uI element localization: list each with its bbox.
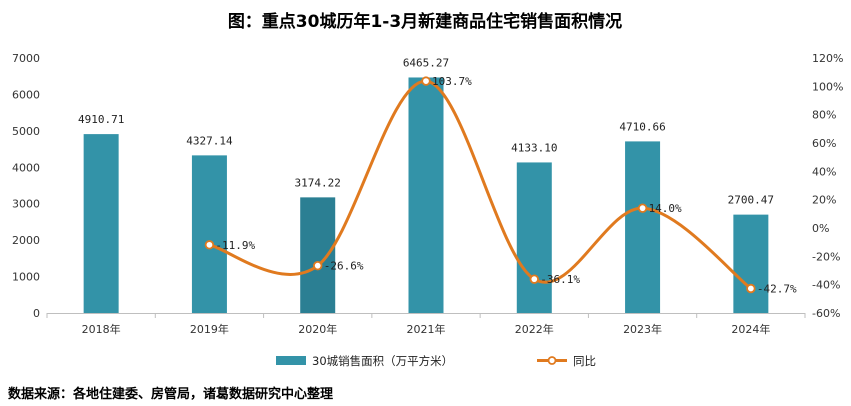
x-tick-label: 2023年 xyxy=(623,322,662,336)
x-tick-label: 2021年 xyxy=(407,322,446,336)
yoy-value-label: 14.0% xyxy=(649,202,682,215)
right-tick-label: 40% xyxy=(812,165,836,178)
left-tick-label: 0 xyxy=(33,307,40,320)
bar xyxy=(83,134,119,313)
bar-series xyxy=(83,77,769,313)
left-tick-label: 6000 xyxy=(12,88,40,101)
yoy-point xyxy=(421,76,431,86)
right-axis-ticks: -60% -40% -20% 0% 20% 40% 60% 80% 100% 120% xyxy=(812,52,843,320)
yoy-value-label: -36.1% xyxy=(540,273,580,286)
yoy-value-label: -42.7% xyxy=(757,282,797,295)
right-tick-label: -40% xyxy=(812,279,840,292)
x-axis-ticks: 2018年 2019年 2020年 2021年 2022年 2023年 2024年 xyxy=(46,313,806,336)
right-tick-label: 100% xyxy=(812,80,843,93)
bar-value-label: 4910.71 xyxy=(78,113,124,126)
yoy-points xyxy=(204,76,756,294)
x-tick-label: 2024年 xyxy=(731,322,770,336)
right-tick-label: 0% xyxy=(812,222,829,235)
legend-bar-label: 30城销售面积（万平方米） xyxy=(312,354,453,368)
yoy-point xyxy=(313,260,323,271)
legend-line-marker xyxy=(547,356,557,365)
x-tick-label: 2018年 xyxy=(82,322,121,336)
yoy-value-label: -11.9% xyxy=(215,239,255,252)
left-tick-label: 2000 xyxy=(12,234,40,247)
legend-bar-swatch xyxy=(276,356,306,365)
bar xyxy=(516,162,552,313)
bar xyxy=(300,197,336,313)
right-tick-label: 20% xyxy=(812,194,836,207)
x-tick-label: 2020年 xyxy=(298,322,337,336)
left-tick-label: 5000 xyxy=(12,125,40,138)
right-tick-label: -60% xyxy=(812,307,840,320)
left-tick-label: 7000 xyxy=(12,52,40,65)
left-tick-label: 4000 xyxy=(12,161,40,174)
x-tick-label: 2022年 xyxy=(515,322,554,336)
bar-value-label: 4133.10 xyxy=(511,141,557,154)
bar-value-label: 3174.22 xyxy=(295,176,341,189)
left-tick-label: 3000 xyxy=(12,198,40,211)
bar xyxy=(625,141,661,313)
yoy-value-label: -26.6% xyxy=(324,260,364,273)
x-tick-label: 2019年 xyxy=(190,322,229,336)
yoy-point xyxy=(204,240,215,250)
yoy-point xyxy=(529,274,539,284)
bar-value-label: 4327.14 xyxy=(186,134,233,147)
right-tick-label: 60% xyxy=(812,137,836,150)
bar xyxy=(733,214,769,313)
yoy-point xyxy=(746,283,756,294)
right-tick-label: 120% xyxy=(812,52,843,65)
bar-value-label: 6465.27 xyxy=(403,56,449,69)
bar-value-label: 4710.66 xyxy=(619,120,665,133)
bar xyxy=(408,77,444,313)
legend-line-label: 同比 xyxy=(573,354,596,368)
chart-title: 图：重点30城历年1-3月新建商品住宅销售面积情况 xyxy=(228,11,622,32)
bar-value-label: 2700.47 xyxy=(728,194,774,207)
yoy-point xyxy=(637,203,648,213)
right-tick-label: -20% xyxy=(812,250,840,263)
yoy-value-label: 103.7% xyxy=(432,75,472,88)
bar-data-labels: 4910.71 4327.14 3174.22 6465.27 4133.10 4710.… xyxy=(78,56,774,206)
yoy-line xyxy=(209,79,752,290)
legend: 30城销售面积（万平方米） 同比 xyxy=(276,354,596,368)
bar xyxy=(191,155,227,313)
right-tick-label: 80% xyxy=(812,109,836,122)
left-axis-ticks: 0 1000 2000 3000 4000 5000 6000 7000 xyxy=(12,52,40,320)
left-tick-label: 1000 xyxy=(12,271,40,284)
source-note: 数据来源：各地住建委、房管局，诸葛数据研究中心整理 xyxy=(8,386,333,402)
yoy-data-labels: -11.9% -26.6% 103.7% -36.1% 14.0% -42.7% xyxy=(215,75,797,295)
